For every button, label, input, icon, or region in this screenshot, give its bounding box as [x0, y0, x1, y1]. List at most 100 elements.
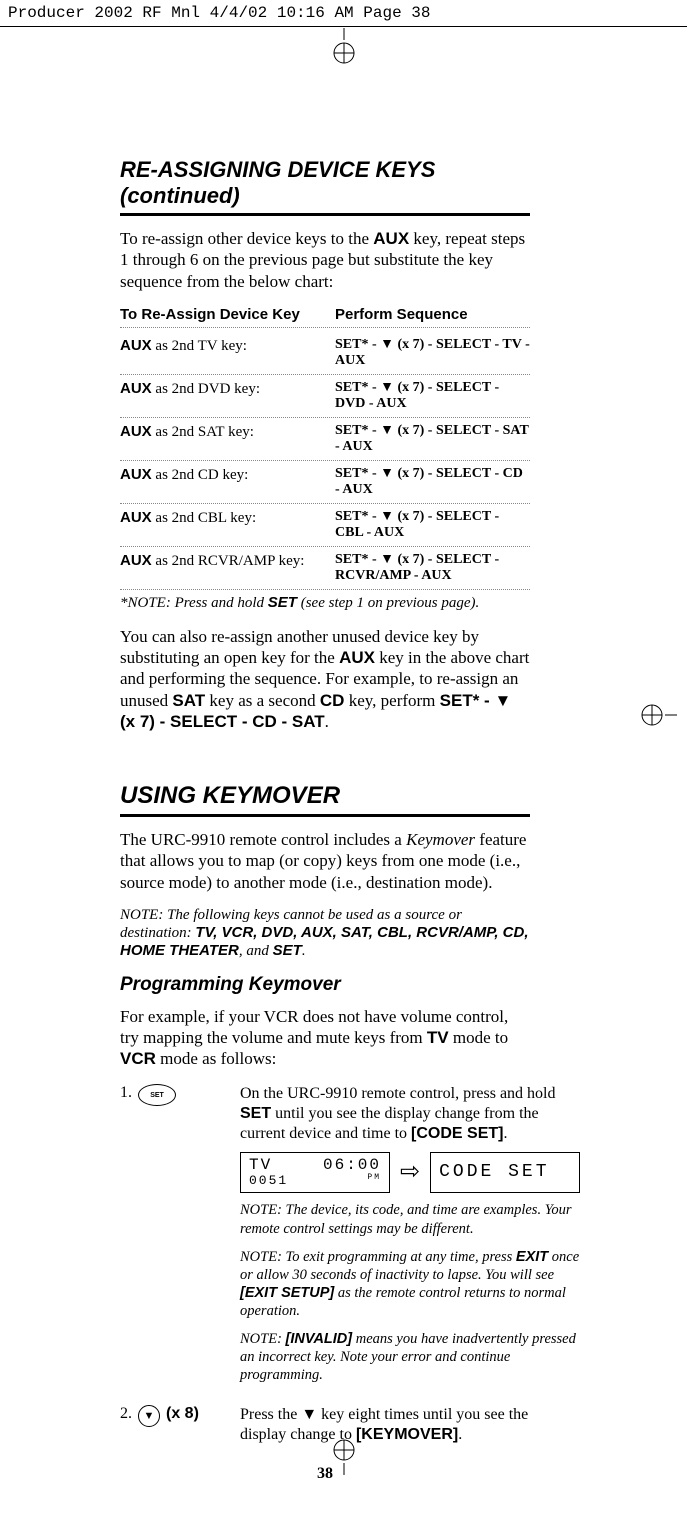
p2cd: CD — [320, 691, 345, 710]
lcd-after: CODE SET — [430, 1152, 580, 1194]
step-1-body: On the URC-9910 remote control, press an… — [240, 1084, 580, 1395]
programming-subtitle: Programming Keymover — [120, 974, 530, 996]
s1n2a: NOTE: To exit programming at any time, p… — [240, 1249, 516, 1265]
p2e: . — [325, 712, 329, 731]
row-pre: AUX — [120, 466, 152, 483]
step-1-marker: 1. SET — [120, 1084, 240, 1395]
row-post: as 2nd TV key: — [152, 338, 247, 354]
step-1-note-1: NOTE: The device, its code, and time are… — [240, 1201, 580, 1237]
row-label: AUX as 2nd DVD key: — [120, 380, 335, 412]
row-seq: SET* - ▼ (x 7) - SELECT - RCVR/AMP - AUX — [335, 552, 530, 584]
step-1-note-2: NOTE: To exit programming at any time, p… — [240, 1248, 580, 1321]
row-label: AUX as 2nd SAT key: — [120, 423, 335, 455]
p2sat: SAT — [172, 691, 205, 710]
table-header-1: To Re-Assign Device Key — [120, 306, 335, 323]
lcd-pm: PM — [367, 1174, 381, 1188]
step-2-marker: 2. ▼ (x 8) — [120, 1405, 240, 1445]
table-row: AUX as 2nd SAT key: SET* - ▼ (x 7) - SEL… — [120, 418, 530, 461]
s2km: [KEYMOVER] — [356, 1426, 458, 1443]
kmn-b: , and — [239, 943, 273, 959]
km-word: Keymover — [406, 830, 475, 849]
section-title-keymover: USING KEYMOVER — [120, 782, 530, 817]
s2b: . — [458, 1426, 462, 1443]
intro-aux: AUX — [373, 229, 409, 248]
step-1-note-3: NOTE: [INVALID] means you have inadverte… — [240, 1330, 580, 1384]
intro-text-a: To re-assign other device keys to the — [120, 229, 373, 248]
row-post: as 2nd RCVR/AMP key: — [152, 553, 305, 569]
lcd-display-row: TV 06:00 0051 PM ⇨ CODE SET — [240, 1152, 580, 1194]
s1code: [CODE SET] — [411, 1125, 503, 1142]
row-seq: SET* - ▼ (x 7) - SELECT - SAT - AUX — [335, 423, 530, 455]
note-a: *NOTE: Press and hold — [120, 595, 268, 611]
lcd-before: TV 06:00 0051 PM — [240, 1152, 390, 1194]
row-post: as 2nd SAT key: — [152, 424, 254, 440]
set-button-icon: SET — [138, 1084, 176, 1106]
intro-paragraph: To re-assign other device keys to the AU… — [120, 228, 530, 292]
lcd-line2: 0051 PM — [249, 1174, 381, 1188]
pi-c: mode as follows: — [156, 1049, 276, 1068]
step-1-row: 1. SET On the URC-9910 remote control, p… — [120, 1084, 530, 1395]
table-row: AUX as 2nd TV key: SET* - ▼ (x 7) - SELE… — [120, 332, 530, 375]
table-row: AUX as 2nd CBL key: SET* - ▼ (x 7) - SEL… — [120, 504, 530, 547]
print-header: Producer 2002 RF Mnl 4/4/02 10:16 AM Pag… — [0, 0, 687, 27]
note-b: (see step 1 on previous page). — [297, 595, 479, 611]
pi-b: mode to — [449, 1028, 509, 1047]
reassign-paragraph: You can also re-assign another unused de… — [120, 626, 530, 732]
s1n2exit: EXIT — [516, 1249, 548, 1265]
arrow-right-icon: ⇨ — [400, 1157, 420, 1187]
step-2-body: Press the ▼ key eight times until you se… — [240, 1405, 530, 1445]
row-label: AUX as 2nd CBL key: — [120, 509, 335, 541]
row-seq: SET* - ▼ (x 7) - SELECT - DVD - AUX — [335, 380, 530, 412]
step-2-row: 2. ▼ (x 8) Press the ▼ key eight times u… — [120, 1405, 530, 1445]
table-header-2: Perform Sequence — [335, 306, 530, 323]
lcd-tv: TV — [249, 1157, 272, 1175]
table-row: AUX as 2nd RCVR/AMP key: SET* - ▼ (x 7) … — [120, 547, 530, 590]
note-set: SET — [268, 594, 297, 611]
row-pre: AUX — [120, 337, 152, 354]
pi-tv: TV — [427, 1028, 449, 1047]
section-title-reassigning: RE-ASSIGNING DEVICE KEYS (continued) — [120, 157, 530, 216]
table-note: *NOTE: Press and hold SET (see step 1 on… — [120, 594, 530, 612]
keymover-intro: The URC-9910 remote control includes a K… — [120, 829, 530, 893]
s1n3inv: [INVALID] — [286, 1331, 353, 1347]
lcd-line1: TV 06:00 — [249, 1157, 381, 1175]
crop-mark-top-icon — [329, 28, 359, 68]
pi-vcr: VCR — [120, 1049, 156, 1068]
keymover-note: NOTE: The following keys cannot be used … — [120, 907, 530, 960]
row-seq: SET* - ▼ (x 7) - SELECT - CBL - AUX — [335, 509, 530, 541]
p2c: key as a second — [205, 691, 320, 710]
step-2-number: 2. — [120, 1405, 132, 1423]
programming-intro: For example, if your VCR does not have v… — [120, 1006, 530, 1070]
s1set: SET — [240, 1105, 271, 1122]
s1n3a: NOTE: — [240, 1331, 286, 1347]
row-seq: SET* - ▼ (x 7) - SELECT - CD - AUX — [335, 466, 530, 498]
table-header-row: To Re-Assign Device Key Perform Sequence — [120, 306, 530, 328]
lcd-code: 0051 — [249, 1174, 288, 1188]
row-post: as 2nd CBL key: — [152, 510, 256, 526]
row-post: as 2nd CD key: — [152, 467, 249, 483]
step-2-x8: (x 8) — [166, 1405, 199, 1423]
crop-mark-right-icon — [637, 700, 677, 730]
row-pre: AUX — [120, 380, 152, 397]
row-label: AUX as 2nd TV key: — [120, 337, 335, 369]
row-pre: AUX — [120, 423, 152, 440]
s1a: On the URC-9910 remote control, press an… — [240, 1085, 556, 1102]
row-pre: AUX — [120, 509, 152, 526]
lcd-time: 06:00 — [323, 1157, 381, 1175]
s1n2es: [EXIT SETUP] — [240, 1285, 334, 1301]
table-row: AUX as 2nd DVD key: SET* - ▼ (x 7) - SEL… — [120, 375, 530, 418]
crop-mark-bottom-icon — [329, 1435, 359, 1475]
row-seq: SET* - ▼ (x 7) - SELECT - TV - AUX — [335, 337, 530, 369]
p2d: key, perform — [344, 691, 439, 710]
s1c: . — [504, 1125, 508, 1142]
down-arrow-button-icon: ▼ — [138, 1405, 160, 1427]
row-label: AUX as 2nd RCVR/AMP key: — [120, 552, 335, 584]
page-content: RE-ASSIGNING DEVICE KEYS (continued) To … — [0, 27, 610, 1533]
p2aux: AUX — [339, 648, 375, 667]
step-1-number: 1. — [120, 1084, 132, 1102]
kmn-set: SET — [273, 942, 302, 959]
row-label: AUX as 2nd CD key: — [120, 466, 335, 498]
kmn-c: . — [302, 943, 306, 959]
row-post: as 2nd DVD key: — [152, 381, 260, 397]
row-pre: AUX — [120, 552, 152, 569]
